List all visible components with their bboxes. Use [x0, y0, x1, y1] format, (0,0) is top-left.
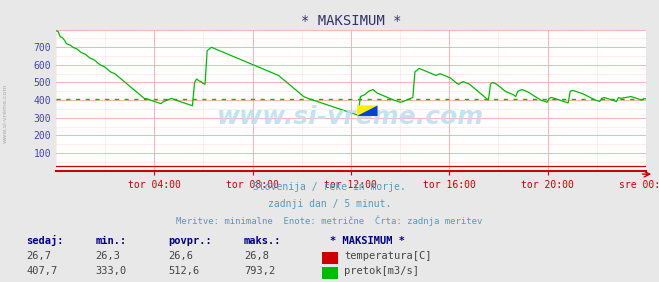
Text: 793,2: 793,2 [244, 266, 275, 276]
Text: povpr.:: povpr.: [168, 236, 212, 246]
Text: temperatura[C]: temperatura[C] [344, 251, 432, 261]
Text: * MAKSIMUM *: * MAKSIMUM * [330, 236, 405, 246]
Text: 26,6: 26,6 [168, 251, 193, 261]
Text: 333,0: 333,0 [96, 266, 127, 276]
Text: zadnji dan / 5 minut.: zadnji dan / 5 minut. [268, 199, 391, 209]
Text: sedaj:: sedaj: [26, 235, 64, 246]
Title: * MAKSIMUM *: * MAKSIMUM * [301, 14, 401, 28]
Text: 26,8: 26,8 [244, 251, 269, 261]
Text: 26,3: 26,3 [96, 251, 121, 261]
Text: www.si-vreme.com: www.si-vreme.com [3, 83, 8, 142]
Text: min.:: min.: [96, 236, 127, 246]
Text: pretok[m3/s]: pretok[m3/s] [344, 266, 419, 276]
Text: 407,7: 407,7 [26, 266, 57, 276]
Text: www.si-vreme.com: www.si-vreme.com [217, 105, 484, 129]
Text: maks.:: maks.: [244, 236, 281, 246]
Text: Slovenija / reke in morje.: Slovenija / reke in morje. [253, 182, 406, 192]
Text: 26,7: 26,7 [26, 251, 51, 261]
Text: 512,6: 512,6 [168, 266, 199, 276]
Polygon shape [357, 105, 378, 116]
Text: Meritve: minimalne  Enote: metrične  Črta: zadnja meritev: Meritve: minimalne Enote: metrične Črta:… [177, 216, 482, 226]
Polygon shape [357, 105, 378, 116]
